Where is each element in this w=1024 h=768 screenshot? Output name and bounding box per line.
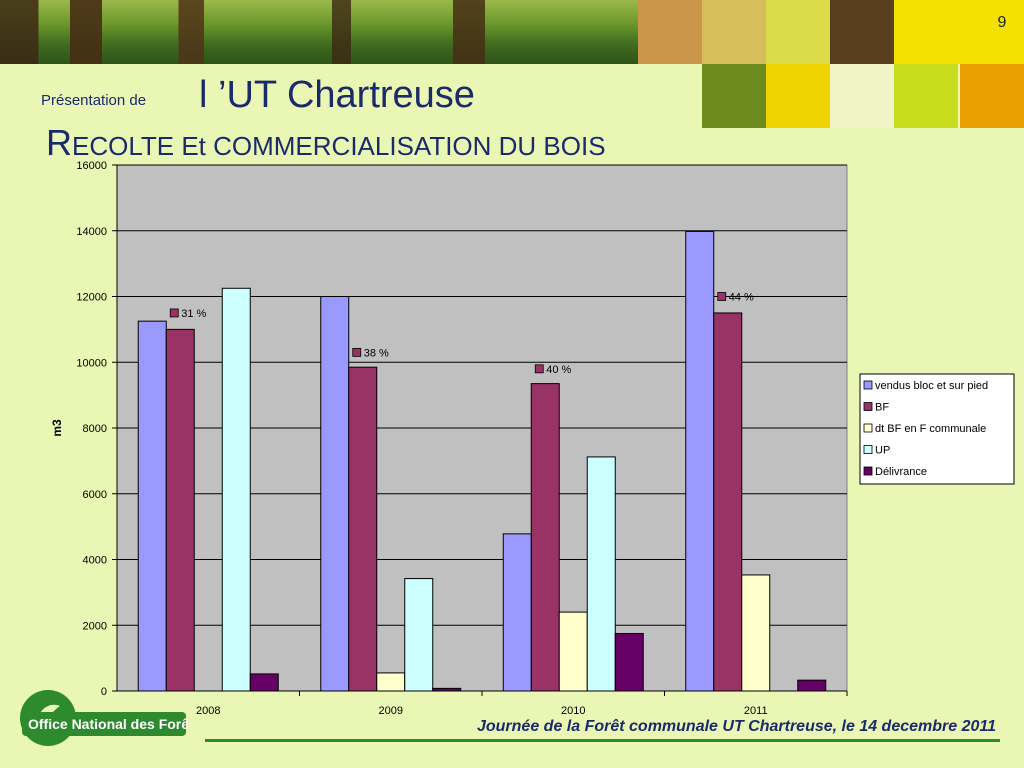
header-strip (0, 0, 1024, 128)
y-tick-label: 2000 (83, 620, 107, 632)
bar-2011-1 (713, 312, 743, 692)
y-tick-label: 14000 (76, 226, 107, 238)
bar-2009-3 (404, 578, 434, 692)
header-tile-4 (830, 0, 894, 64)
bar-2010-1 (530, 383, 560, 692)
legend-label: dt BF en F communale (875, 423, 986, 435)
legend-swatch (863, 466, 873, 476)
bar-2008-4 (249, 673, 279, 692)
onf-logo: Office National des Forêts (18, 688, 202, 755)
y-tick-label: 4000 (83, 555, 107, 567)
legend-box (859, 373, 1015, 485)
legend-swatch (863, 380, 873, 390)
header-tile-8 (766, 64, 830, 128)
header-tile-9 (830, 64, 894, 128)
data-label: 38 % (364, 347, 389, 359)
y-tick-label: 0 (101, 686, 107, 698)
data-label: 31 % (181, 308, 206, 320)
subtitle-text: ECOLTE Et COMMERCIALISATION DU BOIS (72, 131, 606, 161)
bar-2008-3 (221, 287, 251, 692)
annotation-marker (717, 292, 727, 301)
header-tile-7 (702, 64, 766, 128)
header-tile-10 (894, 64, 958, 128)
legend-label: Délivrance (875, 466, 927, 478)
legend-label: vendus bloc et sur pied (875, 380, 988, 392)
header-tile-3 (766, 0, 830, 64)
logo-banner (22, 712, 186, 736)
footer-rule (205, 739, 1000, 742)
legend-label: UP (875, 445, 890, 457)
subtitle: RECOLTE Et COMMERCIALISATION DU BOIS (46, 122, 606, 164)
legend-swatch (863, 402, 873, 411)
x-tick-label: 2008 (196, 705, 220, 717)
y-tick-label: 6000 (83, 489, 107, 501)
header-tile-6 (960, 0, 1024, 64)
data-label: 40 % (546, 364, 571, 376)
bar-2011-4 (797, 679, 827, 692)
header-tile-1 (638, 0, 702, 64)
forest-banner-image (0, 0, 638, 64)
bar-2010-4 (614, 632, 644, 692)
slide-number: 9 (997, 14, 1007, 31)
x-tick-label: 2011 (744, 705, 768, 717)
header-tile-5 (894, 0, 960, 64)
annotation-marker (352, 347, 362, 357)
logo-text: Office National des Forêts (28, 716, 188, 732)
y-tick-label: 10000 (76, 357, 107, 369)
bar-2008-0 (137, 320, 167, 692)
bar-2009-0 (320, 296, 350, 692)
x-tick-label: 2010 (561, 705, 585, 717)
bar-2009-4 (432, 687, 462, 692)
bar-2010-3 (586, 456, 616, 692)
x-tick-label: 2009 (379, 705, 403, 717)
y-tick-label: 16000 (76, 160, 107, 172)
title-prefix: Présentation de (41, 92, 147, 109)
page-title: l ’UT Chartreuse (199, 74, 475, 116)
header-tile-11 (960, 64, 1024, 128)
y-tick-label: 12000 (76, 292, 107, 304)
y-tick-label: 8000 (83, 423, 107, 435)
bar-2008-1 (165, 328, 195, 692)
subtitle-initial: R (46, 122, 72, 163)
legend-label: BF (875, 402, 889, 414)
y-axis-title: m3 (50, 419, 64, 437)
annotation-marker (534, 364, 544, 374)
annotation-marker (169, 308, 179, 318)
bar-2011-0 (685, 230, 715, 692)
bar-2009-1 (348, 366, 378, 692)
bar-2009-2 (376, 672, 406, 692)
footer-text: Journée de la Forêt communale UT Chartre… (476, 718, 996, 735)
header-tile-2 (702, 0, 766, 64)
bar-2011-2 (741, 574, 771, 692)
legend-swatch (863, 445, 873, 454)
bar-2010-0 (502, 533, 532, 692)
legend-swatch (863, 423, 873, 433)
bar-2010-2 (558, 611, 588, 692)
data-label: 44 % (729, 292, 754, 304)
